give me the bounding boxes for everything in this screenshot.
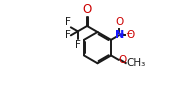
Text: F: F <box>65 30 70 40</box>
Text: F: F <box>75 40 81 50</box>
Text: −: − <box>125 29 132 38</box>
Text: F: F <box>65 17 70 27</box>
Text: O: O <box>115 17 123 27</box>
Text: O: O <box>119 55 127 65</box>
Text: O: O <box>82 3 92 16</box>
Text: CH₃: CH₃ <box>127 58 146 68</box>
Text: N: N <box>115 30 124 40</box>
Text: O: O <box>126 30 135 40</box>
Text: +: + <box>118 29 124 38</box>
